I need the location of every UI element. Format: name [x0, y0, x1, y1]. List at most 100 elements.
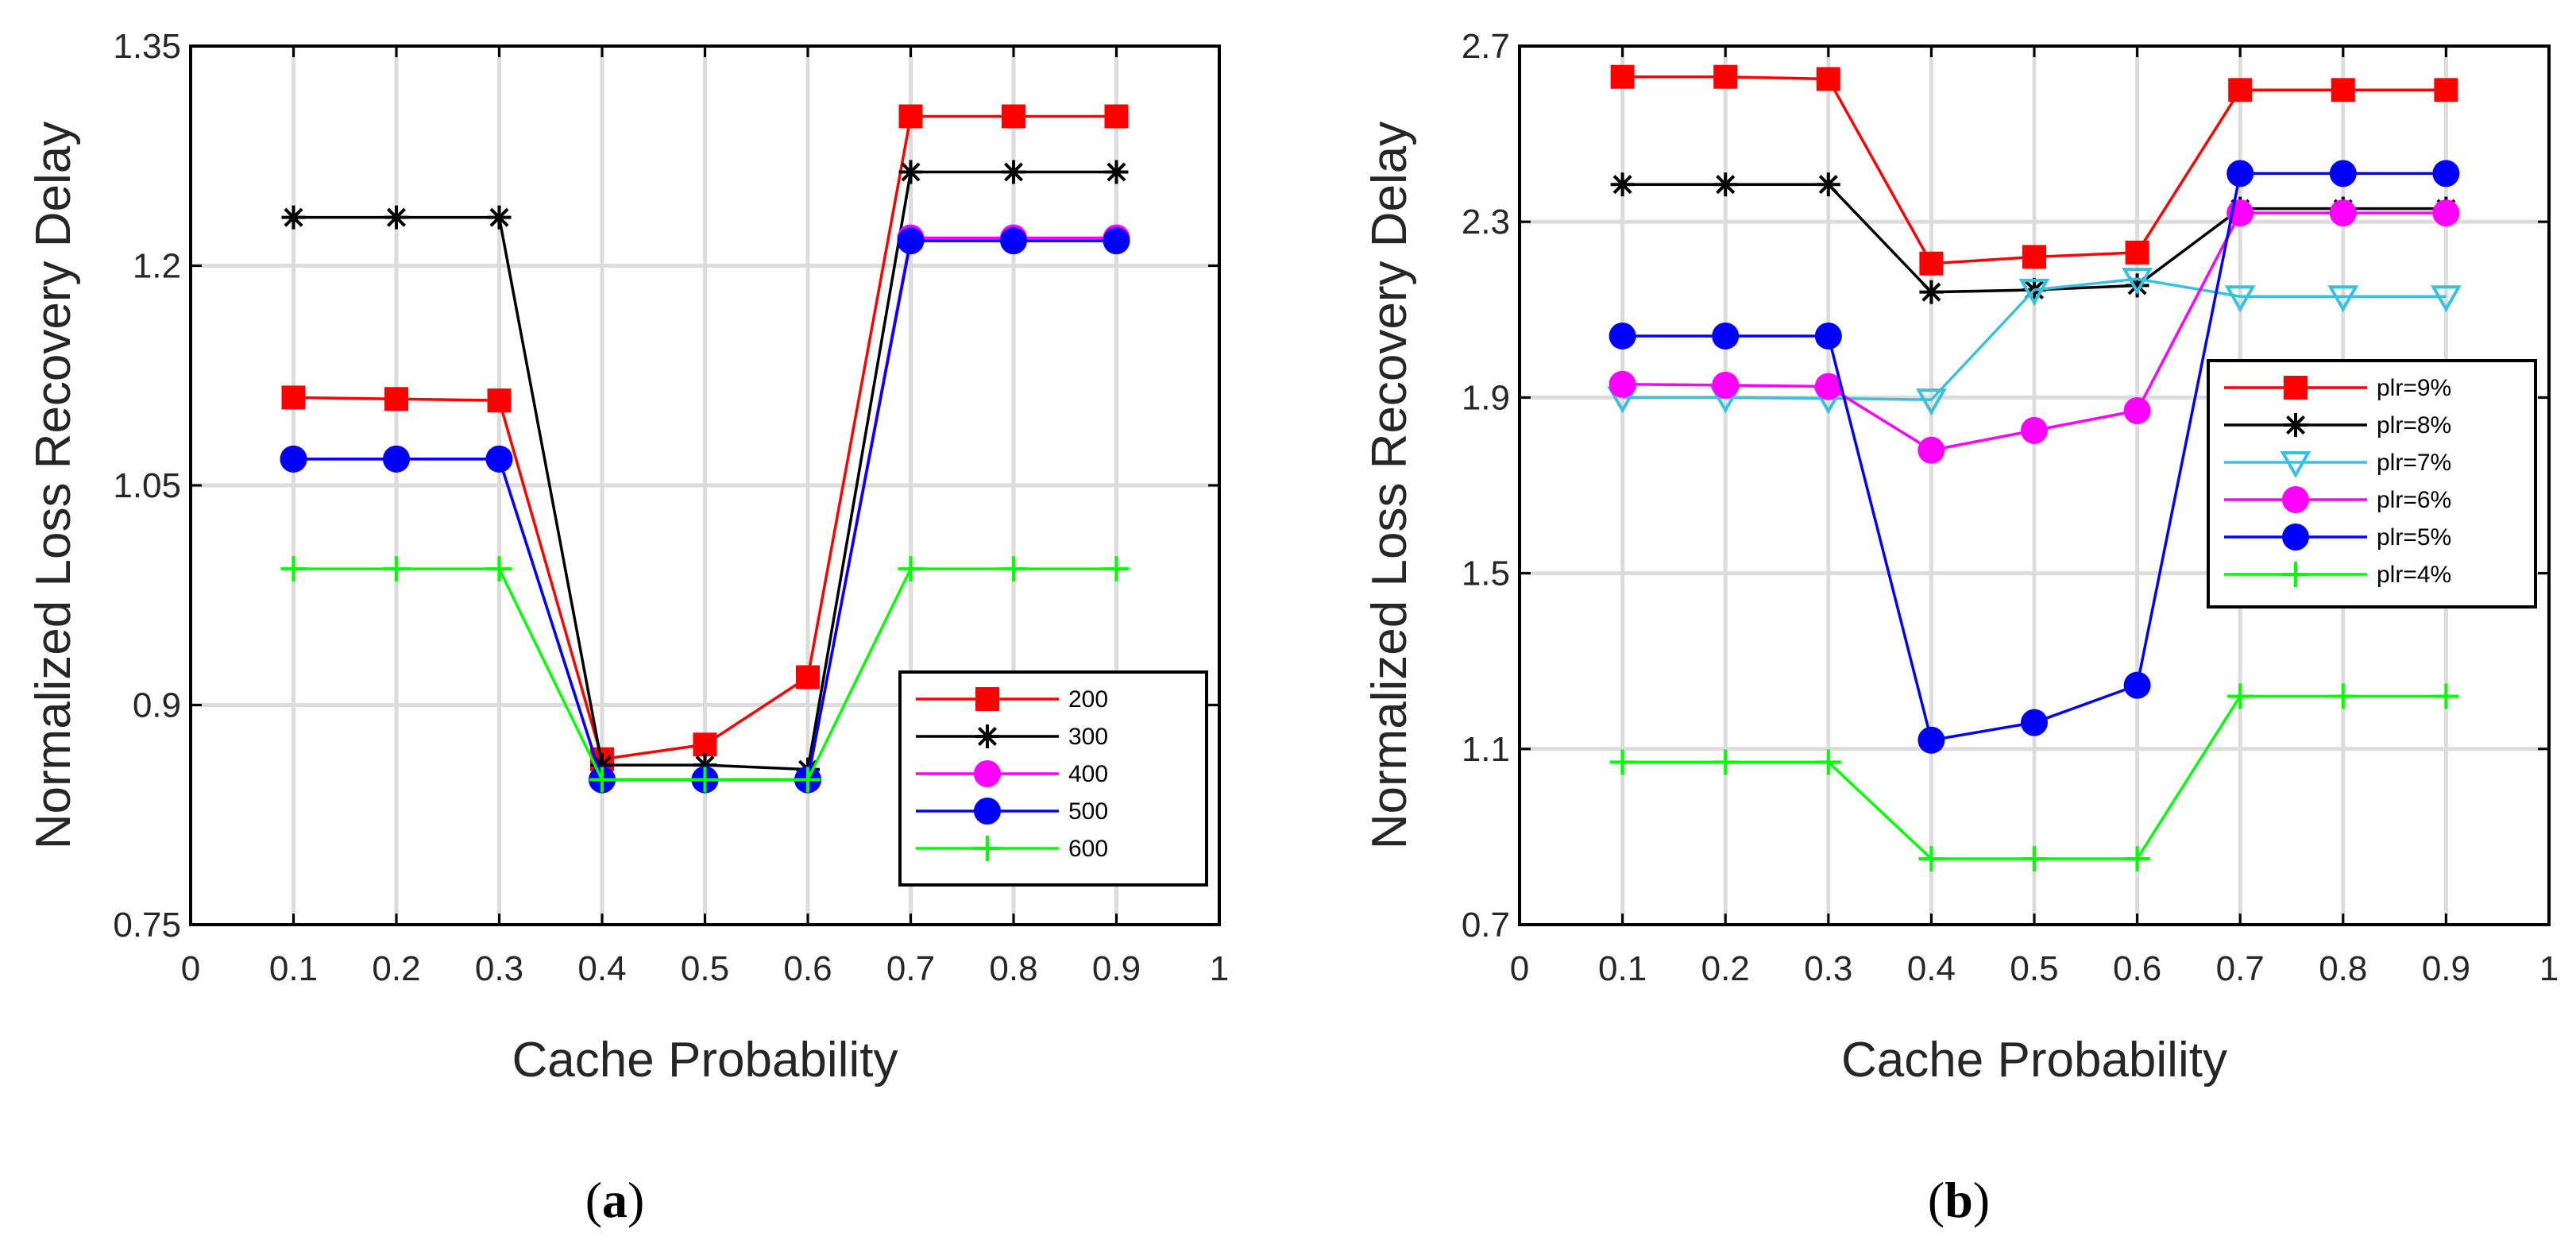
x-tick-label: 0.3 — [475, 949, 523, 988]
legend-swatch-marker — [2282, 486, 2309, 513]
data-point — [1609, 749, 1636, 775]
data-point — [1712, 322, 1740, 350]
y-tick-label: 0.75 — [113, 906, 181, 945]
data-point — [485, 445, 513, 473]
series-plr-6- — [1609, 199, 2460, 464]
data-point — [796, 665, 820, 690]
legend-box — [898, 670, 1208, 887]
data-point — [1610, 64, 1635, 89]
legend-entry: plr=7% — [2224, 450, 2451, 479]
y-tick-label: 1.1 — [1462, 730, 1510, 769]
data-point — [1915, 388, 1947, 416]
data-point — [2434, 78, 2458, 102]
x-tick-label: 1 — [2539, 949, 2559, 988]
data-point — [1000, 227, 1027, 255]
x-tick-label: 0 — [181, 949, 200, 988]
legend-entry: plr=5% — [2224, 523, 2451, 551]
data-point — [1816, 172, 1840, 197]
legend-label: 600 — [1068, 836, 1108, 862]
data-point — [795, 767, 821, 793]
data-point — [487, 388, 512, 413]
x-tick-label: 0.9 — [1092, 949, 1141, 988]
legend-box — [2207, 359, 2537, 608]
data-point — [693, 732, 717, 757]
x-tick-label: 0.8 — [2319, 949, 2367, 988]
x-tick-label: 0.4 — [1907, 949, 1956, 988]
data-point — [1713, 172, 1738, 197]
data-point — [1609, 370, 1636, 398]
series-layer-a — [280, 104, 1130, 794]
series-300 — [281, 160, 1129, 782]
data-point — [383, 445, 410, 473]
data-point — [2228, 78, 2253, 102]
legend-swatch-marker — [2283, 562, 2308, 587]
legend-swatch-marker — [975, 687, 999, 711]
chart-panel-a: 0 0.1 0.2 0.3 0.4 0.5 0.6 0.7 0.8 0.9 1 0.75 0.9 1.0… — [26, 27, 1229, 1228]
data-point — [692, 767, 718, 793]
x-tick-label: 0.7 — [2216, 949, 2265, 988]
legend-label: 400 — [1068, 761, 1108, 787]
y-tick-labels-a: 0.75 0.9 1.05 1.2 1.35 — [113, 27, 181, 945]
data-point — [898, 104, 923, 129]
tick-marks-a — [189, 44, 1221, 926]
data-point — [1814, 322, 1842, 350]
series-600 — [280, 556, 1130, 793]
data-point — [1609, 322, 1636, 350]
x-tick-label: 0.1 — [1598, 949, 1647, 988]
data-point — [2327, 285, 2359, 313]
data-point — [280, 556, 307, 582]
x-tick-label: 0.5 — [681, 949, 729, 988]
data-point — [2330, 683, 2356, 709]
data-point — [384, 387, 408, 411]
data-point — [1918, 726, 1945, 754]
legend-label: 300 — [1068, 724, 1108, 750]
legend-swatch-marker — [975, 836, 1000, 861]
data-point — [2331, 78, 2355, 102]
legend-swatch-marker — [975, 724, 999, 748]
legend-label: plr=7% — [2377, 450, 2451, 476]
data-point — [2123, 396, 2151, 424]
x-tick-label: 0.4 — [577, 949, 626, 988]
legend-entry: 600 — [916, 836, 1108, 862]
data-point — [2227, 683, 2254, 709]
legend-entry: 500 — [916, 798, 1108, 825]
data-point — [280, 445, 307, 473]
data-point — [2432, 160, 2460, 187]
data-point — [2329, 160, 2357, 187]
legend-swatch-marker — [2284, 413, 2308, 437]
data-point — [2224, 285, 2256, 313]
y-axis-label-a: Normalized Loss Recovery Delay — [26, 122, 81, 850]
x-tick-label: 0.5 — [2010, 949, 2058, 988]
chart-panel-b: 0 0.1 0.2 0.3 0.4 0.5 0.6 0.7 0.8 0.9 1 0.7 1.1 1.5 1… — [1362, 27, 2559, 1228]
data-point — [486, 556, 512, 582]
y-axis-label-b: Normalized Loss Recovery Delay — [1362, 122, 1417, 850]
data-point — [1919, 251, 1944, 276]
x-tick-label: 0.2 — [372, 949, 420, 988]
tick-marks-b — [1518, 44, 2551, 926]
data-point — [2123, 671, 2151, 699]
data-point — [1712, 371, 1740, 399]
x-tick-label: 1 — [1210, 949, 1229, 988]
data-point — [1919, 280, 1944, 304]
x-tick-label: 0.6 — [783, 949, 832, 988]
data-point — [281, 385, 306, 410]
data-point — [1002, 160, 1025, 184]
series-plr-5- — [1609, 160, 2460, 754]
data-point — [1103, 227, 1130, 255]
y-tick-label: 1.5 — [1462, 554, 1510, 593]
data-point — [2022, 245, 2046, 269]
data-point — [898, 160, 923, 184]
data-point — [2433, 683, 2459, 709]
series-plr-9- — [1610, 64, 2458, 276]
legend-b: plr=9% plr=8% plr=7% plr=6% plr=5% plr=4% — [2207, 359, 2537, 608]
data-point — [1816, 67, 1840, 91]
legend-label: plr=6% — [2377, 487, 2451, 513]
data-point — [487, 205, 512, 230]
legend-label: plr=8% — [2377, 412, 2451, 438]
data-point — [1104, 104, 1129, 129]
x-tick-label: 0 — [1510, 949, 1529, 988]
y-tick-label: 1.35 — [113, 27, 181, 66]
data-point — [2022, 846, 2047, 872]
data-point — [1002, 104, 1025, 129]
